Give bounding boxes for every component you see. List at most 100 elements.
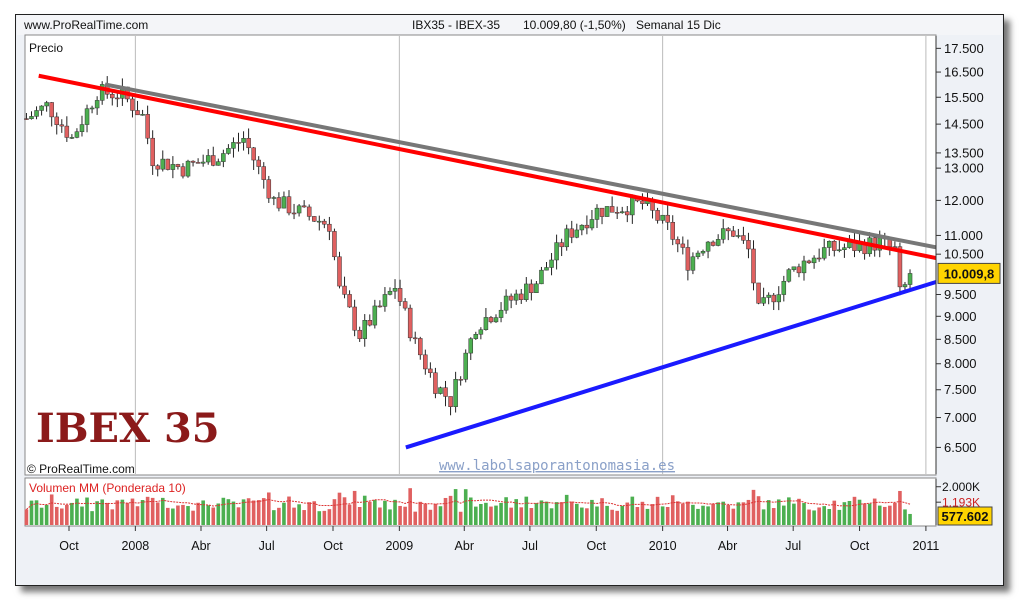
candle-body xyxy=(478,329,484,335)
candle-body xyxy=(559,242,564,248)
candle-body xyxy=(549,259,554,268)
candle-body xyxy=(69,137,75,139)
candle-body xyxy=(796,266,802,274)
volume-bar xyxy=(660,506,665,525)
volume-bar xyxy=(443,497,448,525)
volume-bar xyxy=(489,506,493,525)
volume-bar xyxy=(261,498,266,525)
volume-bar xyxy=(59,508,64,525)
price-badge-value: 10.009,8 xyxy=(944,266,995,281)
volume-bar xyxy=(438,506,443,525)
candle-body xyxy=(256,159,261,167)
candle-body xyxy=(180,166,186,177)
candle-body xyxy=(332,231,337,258)
site-name[interactable]: www.ProRealTime.com xyxy=(23,18,148,32)
volume-bar xyxy=(741,502,746,525)
volume-bars xyxy=(24,488,912,525)
volume-bar xyxy=(696,508,700,525)
volume-bar xyxy=(241,499,246,525)
candle-body xyxy=(897,246,903,288)
candle-body xyxy=(291,212,297,215)
volume-bar xyxy=(640,501,645,525)
volume-bar xyxy=(807,509,811,525)
candle-body xyxy=(468,338,474,354)
volume-bar xyxy=(509,507,513,525)
candle-body xyxy=(821,247,827,259)
volume-bar xyxy=(383,500,387,525)
volume-bar xyxy=(226,499,231,525)
volume-bar xyxy=(246,498,251,525)
candle-body xyxy=(554,242,559,261)
volume-bar xyxy=(186,506,190,525)
y-tick-label: 9.000 xyxy=(944,309,977,324)
volume-bar xyxy=(736,502,741,525)
candle-body xyxy=(286,196,292,214)
candle-body xyxy=(690,256,696,271)
candle-body xyxy=(205,155,211,163)
last-quote: 10.009,80 (-1,50%) xyxy=(523,18,626,32)
price-panel xyxy=(24,34,937,476)
volume-bar xyxy=(236,507,241,525)
candle-body xyxy=(311,216,317,222)
candle-body xyxy=(544,267,549,271)
volume-bar xyxy=(155,502,160,525)
candle-body xyxy=(29,116,34,120)
candle-body xyxy=(705,241,711,252)
candle-body xyxy=(200,161,206,164)
candle-body xyxy=(397,288,403,302)
y-tick-label: 15.500 xyxy=(944,90,984,105)
volume-bar xyxy=(44,504,49,525)
candle-body xyxy=(594,207,600,220)
volume-bar xyxy=(585,508,589,525)
candle-body xyxy=(746,240,751,250)
candle-body xyxy=(503,295,509,311)
volume-bar xyxy=(100,499,104,525)
x-tick-label: Jul xyxy=(259,539,275,553)
volume-y-axis: 2.000K 1.193K xyxy=(935,479,980,525)
candle-body xyxy=(322,220,327,225)
candle-body xyxy=(296,205,302,214)
candle-body xyxy=(251,147,256,161)
candle-body xyxy=(357,329,362,339)
watermark-link[interactable]: www.labolsaporantonomasia.es xyxy=(439,458,675,474)
candle-body xyxy=(771,294,776,303)
volume-bar xyxy=(39,507,44,525)
candle-body xyxy=(347,294,352,308)
volume-bar xyxy=(145,496,150,525)
volume-bar xyxy=(600,498,604,525)
volume-panel-label: Volumen MM (Ponderada 10) xyxy=(29,481,186,495)
volume-bar xyxy=(181,504,185,525)
volume-bar xyxy=(822,506,826,525)
volume-bar xyxy=(675,501,680,525)
volume-bar xyxy=(847,500,852,525)
candle-body xyxy=(534,283,539,294)
volume-bar xyxy=(782,505,786,525)
candle-body xyxy=(700,250,706,254)
x-tick-label: Jul xyxy=(785,539,801,553)
candle-body xyxy=(569,228,574,238)
volume-tick-label: 2.000K xyxy=(942,480,980,494)
candle-body xyxy=(39,105,44,111)
candle-body xyxy=(675,239,681,245)
candle-body xyxy=(670,222,675,240)
price-badge: 10.009,8 xyxy=(937,262,1001,284)
volume-bar xyxy=(357,507,362,525)
volume-bar xyxy=(842,502,847,525)
candle-body xyxy=(473,334,479,339)
volume-bar xyxy=(832,500,837,525)
volume-bar xyxy=(635,507,640,525)
volume-bar xyxy=(413,511,418,525)
volume-bar xyxy=(827,509,832,525)
volume-bar xyxy=(670,495,675,525)
candle-body xyxy=(246,138,251,149)
candle-body xyxy=(59,124,65,127)
candle-body xyxy=(741,235,746,241)
x-tick-label: Abr xyxy=(718,539,737,553)
candle-body xyxy=(145,114,150,139)
blue-trendline xyxy=(405,280,937,450)
volume-bar xyxy=(65,504,69,525)
volume-bar xyxy=(852,496,857,525)
candle-body xyxy=(110,93,115,99)
volume-bar xyxy=(817,507,821,525)
volume-bar xyxy=(620,505,625,525)
